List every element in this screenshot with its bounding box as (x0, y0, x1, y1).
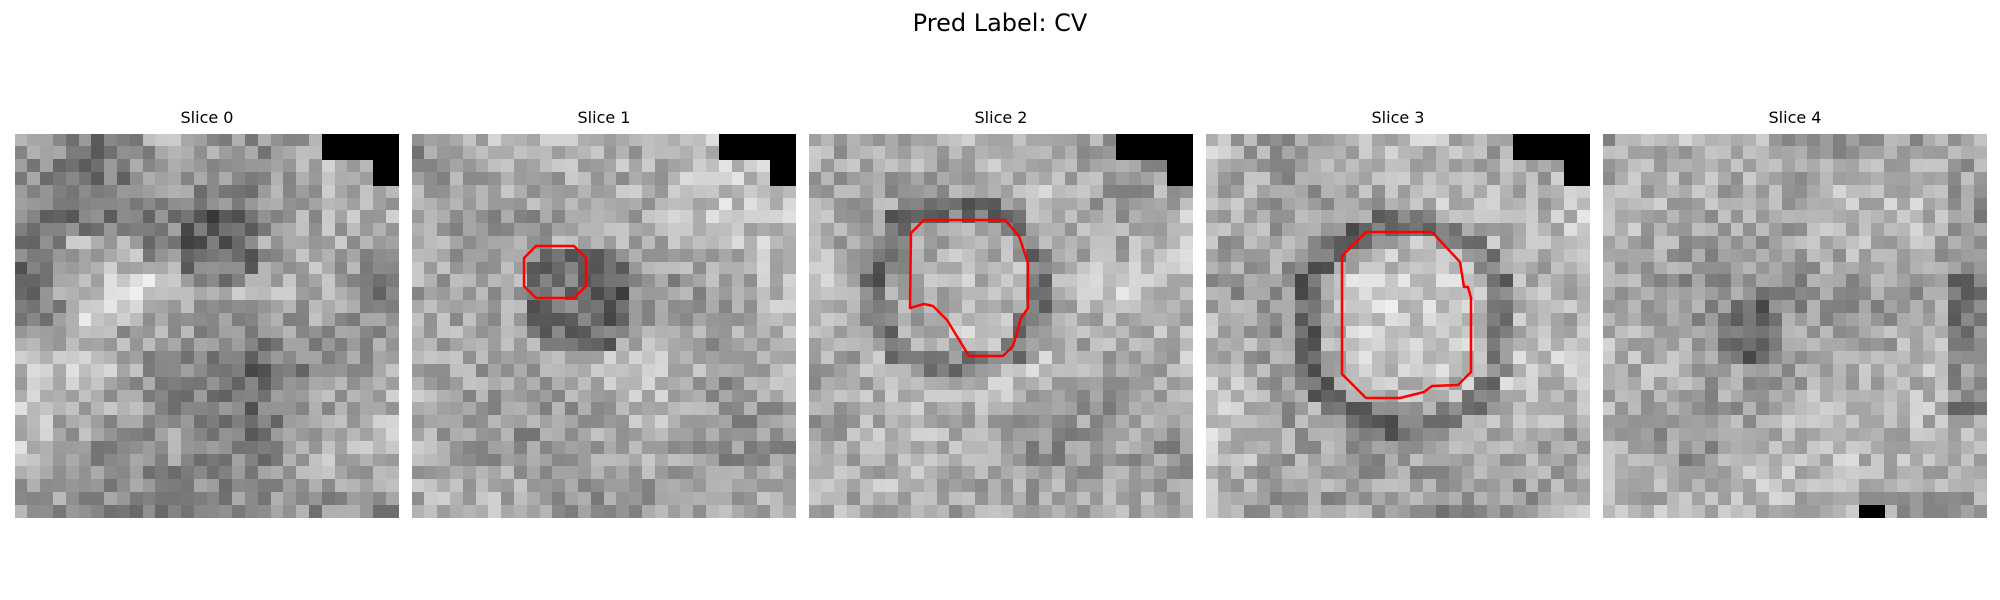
slice-panel-4: Slice 4 (1603, 108, 1987, 518)
segmentation-contour (522, 244, 588, 300)
slice-image (1603, 134, 1987, 518)
slice-image (1206, 134, 1590, 518)
slice-image (412, 134, 796, 518)
slice-panel-2: Slice 2 (809, 108, 1193, 518)
slice-panel-3: Slice 3 (1206, 108, 1590, 518)
slice-title: Slice 3 (1371, 108, 1425, 127)
figure-title: Pred Label: CV (912, 9, 1088, 37)
slice-image (15, 134, 399, 518)
segmentation-contour (908, 218, 1030, 358)
slice-panel-0: Slice 0 (15, 108, 399, 518)
slice-image (809, 134, 1193, 518)
slice-panel-1: Slice 1 (412, 108, 796, 518)
segmentation-contour (1340, 230, 1473, 400)
slice-title: Slice 1 (577, 108, 631, 127)
slice-title: Slice 2 (974, 108, 1028, 127)
slice-title: Slice 0 (180, 108, 234, 127)
slice-title: Slice 4 (1768, 108, 1822, 127)
